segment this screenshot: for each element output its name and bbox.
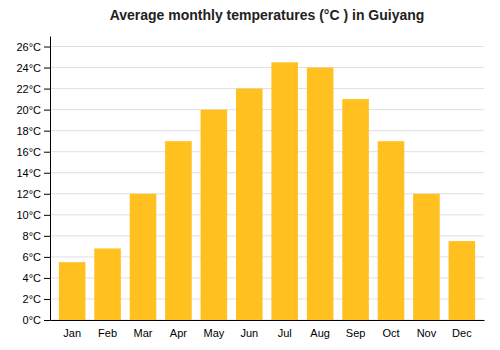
y-tick-mark — [44, 68, 50, 69]
x-tick-label: Nov — [417, 327, 437, 339]
x-tick: Oct — [382, 327, 399, 339]
bar — [378, 141, 405, 320]
title: Average monthly temperatures (°C ) in Gu… — [110, 7, 425, 23]
grid-line — [50, 109, 484, 110]
y-tick-label: 20°C — [16, 104, 41, 116]
x-tick-label: Feb — [98, 327, 117, 339]
y-tick-label: 16°C — [16, 146, 41, 158]
y-tick-mark — [44, 194, 50, 195]
y-tick-mark — [44, 257, 50, 258]
y-tick-mark — [44, 299, 50, 300]
x-tick-label: Sep — [346, 327, 366, 339]
y-tick-label: 12°C — [16, 188, 41, 200]
y-tick: 4°C — [23, 272, 50, 284]
y-axis-line — [50, 37, 51, 321]
y-tick: 10°C — [16, 209, 50, 221]
y-tick-mark — [44, 173, 50, 174]
bar — [130, 194, 157, 320]
x-tick: May — [203, 327, 224, 339]
x-tick-label: Oct — [382, 327, 399, 339]
x-tick-label: Mar — [134, 327, 153, 339]
y-tick: 18°C — [16, 125, 50, 137]
x-tick-label: Apr — [170, 327, 187, 339]
plot-area — [59, 62, 475, 320]
grid-line — [50, 130, 484, 131]
y-tick-label: 14°C — [16, 167, 41, 179]
x-axis-line — [51, 320, 485, 321]
bar — [201, 110, 228, 320]
x-tick: Apr — [170, 327, 187, 339]
y-tick-label: 24°C — [16, 62, 41, 74]
grid-line — [50, 88, 484, 89]
y-tick-label: 4°C — [23, 272, 42, 284]
y-tick-label: 22°C — [16, 83, 41, 95]
chart-container: 0°C 2°C 4°C 6°C 8°C 10°C 12°C 14°C 16°C 18°C 20°C 2… — [0, 0, 500, 350]
y-tick-mark — [44, 278, 50, 279]
y-tick: 20°C — [16, 104, 50, 116]
y-tick: 16°C — [16, 146, 50, 158]
y-tick-mark — [44, 320, 50, 321]
bar — [271, 62, 298, 320]
grid-line — [50, 67, 484, 68]
y-tick: 2°C — [23, 293, 50, 305]
bar — [307, 68, 334, 320]
x-tick: Jan — [63, 327, 81, 339]
bar — [413, 194, 440, 320]
y-tick-label: 18°C — [16, 125, 41, 137]
bar — [449, 241, 476, 320]
x-tick: Nov — [417, 327, 437, 339]
x-tick: Mar — [134, 327, 153, 339]
bar — [59, 262, 86, 320]
y-tick-mark — [44, 236, 50, 237]
x-axis: Jan Feb Mar Apr May Jun Jul Aug Sep Oct Nov Dec — [51, 321, 485, 339]
y-tick-mark — [44, 47, 50, 48]
x-tick: Sep — [346, 327, 366, 339]
x-tick-label: May — [203, 327, 224, 339]
grid-line — [50, 46, 484, 47]
y-tick-label: 10°C — [16, 209, 41, 221]
y-tick-label: 26°C — [16, 41, 41, 53]
y-tick: 12°C — [16, 188, 50, 200]
x-tick: Feb — [98, 327, 117, 339]
x-tick: Dec — [452, 327, 472, 339]
y-tick-label: 0°C — [23, 314, 42, 326]
bar — [165, 141, 192, 320]
bar — [342, 99, 369, 320]
y-axis: 0°C 2°C 4°C 6°C 8°C 10°C 12°C 14°C 16°C 18°C 20°C 2… — [16, 37, 50, 327]
x-tick-label: Jul — [278, 327, 292, 339]
x-tick: Jul — [278, 327, 292, 339]
y-tick: 14°C — [16, 167, 50, 179]
y-tick-mark — [44, 152, 50, 153]
x-tick-label: Aug — [310, 327, 330, 339]
x-tick-label: Jun — [240, 327, 258, 339]
bar — [94, 248, 121, 320]
y-tick: 6°C — [23, 251, 50, 263]
grid-line — [50, 151, 484, 152]
y-tick: 24°C — [16, 62, 50, 74]
grid — [50, 47, 484, 320]
x-tick: Jun — [240, 327, 258, 339]
y-tick: 8°C — [23, 230, 50, 242]
y-tick-mark — [44, 110, 50, 111]
y-tick-label: 6°C — [23, 251, 42, 263]
x-tick-label: Dec — [452, 327, 472, 339]
y-tick-mark — [44, 215, 50, 216]
bar — [236, 89, 263, 320]
chart-svg: 0°C 2°C 4°C 6°C 8°C 10°C 12°C 14°C 16°C 18°C 20°C 2… — [0, 0, 500, 350]
x-tick-label: Jan — [63, 327, 81, 339]
x-tick: Aug — [310, 327, 330, 339]
y-tick-mark — [44, 89, 50, 90]
y-tick: 22°C — [16, 83, 50, 95]
y-tick: 0°C — [23, 314, 50, 326]
y-tick-mark — [44, 131, 50, 132]
y-tick-label: 8°C — [23, 230, 42, 242]
y-tick: 26°C — [16, 41, 50, 53]
grid-line — [50, 172, 484, 173]
y-tick-label: 2°C — [23, 293, 42, 305]
